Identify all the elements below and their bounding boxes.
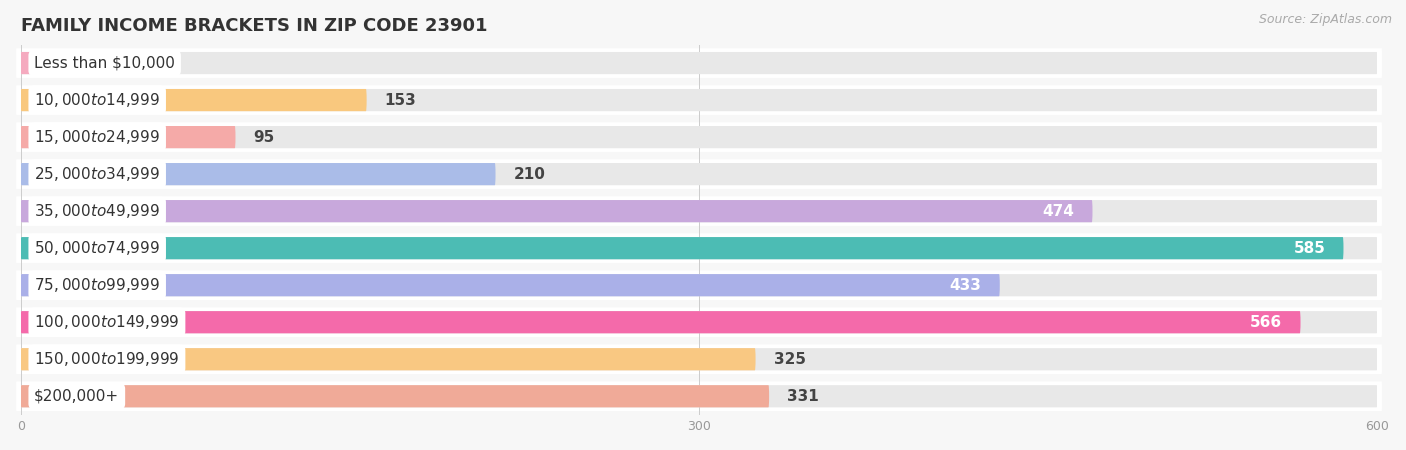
Text: $25,000 to $34,999: $25,000 to $34,999 (34, 165, 160, 183)
FancyBboxPatch shape (21, 237, 1344, 259)
FancyBboxPatch shape (21, 274, 1000, 296)
FancyBboxPatch shape (15, 86, 1382, 115)
Text: Source: ZipAtlas.com: Source: ZipAtlas.com (1258, 14, 1392, 27)
FancyBboxPatch shape (21, 311, 1301, 333)
Text: $200,000+: $200,000+ (34, 389, 120, 404)
FancyBboxPatch shape (15, 48, 1382, 78)
FancyBboxPatch shape (21, 200, 1378, 222)
FancyBboxPatch shape (15, 344, 1382, 374)
FancyBboxPatch shape (15, 234, 1382, 263)
FancyBboxPatch shape (21, 126, 1378, 148)
FancyBboxPatch shape (21, 385, 1378, 407)
FancyBboxPatch shape (21, 89, 1378, 111)
FancyBboxPatch shape (21, 89, 367, 111)
Text: $15,000 to $24,999: $15,000 to $24,999 (34, 128, 160, 146)
FancyBboxPatch shape (21, 348, 755, 370)
Text: 433: 433 (950, 278, 981, 292)
FancyBboxPatch shape (15, 270, 1382, 300)
Text: 95: 95 (253, 130, 274, 144)
FancyBboxPatch shape (21, 126, 235, 148)
FancyBboxPatch shape (21, 274, 1378, 296)
FancyBboxPatch shape (21, 163, 495, 185)
FancyBboxPatch shape (15, 196, 1382, 226)
FancyBboxPatch shape (21, 385, 769, 407)
Text: $100,000 to $149,999: $100,000 to $149,999 (34, 313, 180, 331)
Text: 153: 153 (385, 93, 416, 108)
Text: Less than $10,000: Less than $10,000 (34, 55, 176, 71)
FancyBboxPatch shape (21, 52, 44, 74)
Text: 331: 331 (787, 389, 818, 404)
FancyBboxPatch shape (15, 307, 1382, 337)
FancyBboxPatch shape (15, 382, 1382, 411)
FancyBboxPatch shape (21, 311, 1378, 333)
Text: 474: 474 (1042, 204, 1074, 219)
Text: $35,000 to $49,999: $35,000 to $49,999 (34, 202, 160, 220)
Text: 10: 10 (62, 55, 83, 71)
FancyBboxPatch shape (21, 237, 1378, 259)
Text: $50,000 to $74,999: $50,000 to $74,999 (34, 239, 160, 257)
Text: 325: 325 (773, 352, 806, 367)
Text: $150,000 to $199,999: $150,000 to $199,999 (34, 350, 180, 368)
Text: 566: 566 (1250, 315, 1282, 330)
Text: $75,000 to $99,999: $75,000 to $99,999 (34, 276, 160, 294)
Text: 585: 585 (1294, 241, 1326, 256)
FancyBboxPatch shape (15, 159, 1382, 189)
Text: $10,000 to $14,999: $10,000 to $14,999 (34, 91, 160, 109)
FancyBboxPatch shape (15, 122, 1382, 152)
FancyBboxPatch shape (21, 348, 1378, 370)
FancyBboxPatch shape (21, 163, 1378, 185)
FancyBboxPatch shape (21, 52, 1378, 74)
Text: FAMILY INCOME BRACKETS IN ZIP CODE 23901: FAMILY INCOME BRACKETS IN ZIP CODE 23901 (21, 17, 486, 35)
Text: 210: 210 (513, 166, 546, 182)
FancyBboxPatch shape (21, 200, 1092, 222)
